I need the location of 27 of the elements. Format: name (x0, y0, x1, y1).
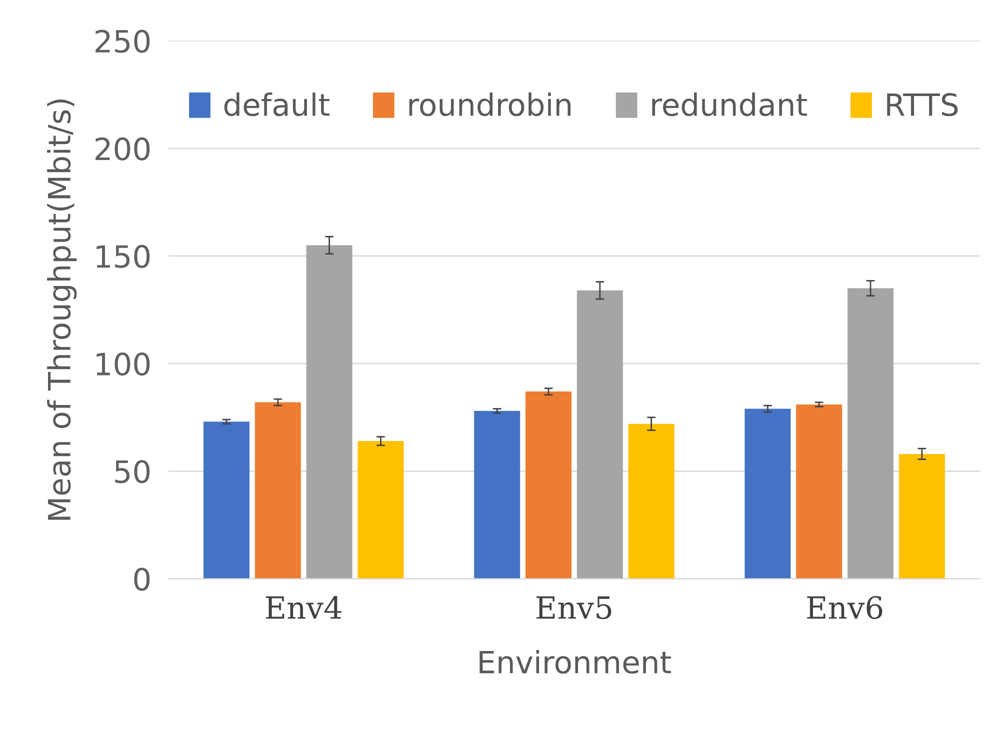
y-tick-label: 150 (96, 244, 150, 268)
bar (796, 404, 842, 579)
legend-label: roundrobin (409, 92, 570, 116)
bar (358, 441, 404, 579)
x-tick-label: Env5 (536, 596, 612, 620)
bar (848, 288, 894, 579)
legend-label: default (224, 92, 330, 116)
y-tick-label: 250 (96, 30, 150, 53)
bar (474, 410, 520, 579)
y-tick-label: 0 (134, 568, 150, 591)
x-axis-title: Environment (480, 650, 672, 674)
x-tick-label: Env4 (266, 596, 342, 619)
bar (576, 290, 623, 579)
x-tick-label: Env6 (807, 596, 882, 620)
bar (525, 392, 572, 579)
bar (306, 245, 352, 579)
y-tick-label: 50 (115, 460, 150, 484)
legend-label: RTTS (887, 93, 958, 116)
legend-label: redundant (652, 92, 808, 116)
y-tick-label: 200 (96, 137, 150, 160)
y-axis-title: Mean of Throughput(Mbit/s) (47, 99, 77, 520)
bar (898, 454, 945, 579)
y-tick-label: 100 (96, 352, 150, 376)
bar (254, 402, 301, 579)
bar (203, 422, 250, 579)
bar (744, 408, 791, 579)
bar (628, 424, 674, 579)
